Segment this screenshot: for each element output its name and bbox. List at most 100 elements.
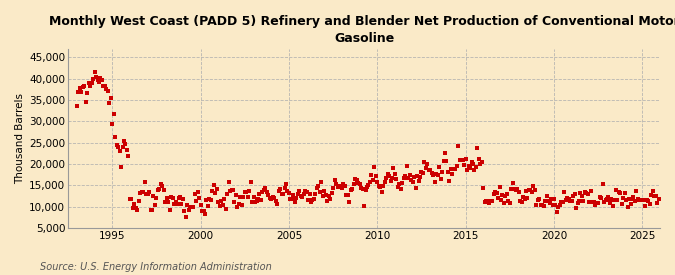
Point [645,202,655,206]
Point [104,101,115,106]
Point [79,84,90,88]
Point [485,199,496,204]
Point [178,197,188,202]
Point [201,198,212,202]
Point [353,181,364,185]
Point [145,208,156,212]
Point [435,177,446,181]
Point [232,205,243,209]
Point [619,191,630,195]
Text: Source: U.S. Energy Information Administration: Source: U.S. Energy Information Administ… [40,262,272,272]
Point [590,203,601,207]
Point [584,199,595,204]
Point [328,186,339,191]
Point [515,199,526,203]
Point [519,197,530,202]
Point [428,173,439,177]
Point [166,195,177,199]
Point [457,158,468,163]
Point [154,186,165,191]
Point [596,196,607,200]
Point [130,206,141,210]
Point [463,164,474,168]
Point [184,208,194,213]
Point [191,199,202,203]
Point [509,186,520,191]
Point [74,86,85,91]
Y-axis label: Thousand Barrels: Thousand Barrels [15,93,25,184]
Point [202,204,213,208]
Point [286,197,297,201]
Point [313,184,324,188]
Point [432,173,443,177]
Point [512,187,522,191]
Point [227,188,238,192]
Point [272,201,283,206]
Point [78,85,88,89]
Point [332,185,343,189]
Point [241,190,252,194]
Point [531,203,542,207]
Point [549,197,560,201]
Point [319,189,329,194]
Point [256,198,267,203]
Point [452,164,462,169]
Point [175,195,186,199]
Point [637,198,648,202]
Point [478,186,489,191]
Point [308,197,319,201]
Point [587,200,597,204]
Point [407,180,418,184]
Point [646,192,657,197]
Point [164,208,175,213]
Point [564,197,574,201]
Point [136,189,147,194]
Title: Monthly West Coast (PADD 5) Refinery and Blender Net Production of Conventional : Monthly West Coast (PADD 5) Refinery and… [49,15,675,45]
Point [446,167,456,171]
Point [366,173,377,177]
Point [606,197,617,201]
Point [117,145,128,150]
Point [260,186,271,190]
Point [650,193,661,198]
Point [545,197,556,202]
Point [254,192,265,196]
Point [231,192,242,197]
Point [351,178,362,183]
Point [551,210,562,214]
Point [362,185,373,189]
Point [315,190,325,194]
Point [358,204,369,208]
Point [213,200,223,204]
Point [238,195,248,199]
Point [115,164,126,169]
Point [434,164,445,169]
Point [387,176,398,180]
Point [603,194,614,199]
Point [316,180,327,184]
Point [97,78,107,82]
Point [608,204,618,208]
Point [279,186,290,191]
Point [346,188,356,192]
Point [170,200,181,204]
Point [275,186,286,191]
Point [192,190,203,194]
Point [337,186,348,190]
Point [335,183,346,188]
Point [124,197,135,201]
Point [450,167,461,171]
Point [310,192,321,196]
Point [622,205,633,209]
Point [460,157,471,161]
Point [441,159,452,163]
Point [529,188,540,192]
Point [148,194,159,198]
Point [364,180,375,184]
Point [560,198,571,202]
Point [103,89,113,93]
Point [382,172,393,177]
Point [300,189,310,193]
Point [261,190,272,194]
Point [371,174,381,178]
